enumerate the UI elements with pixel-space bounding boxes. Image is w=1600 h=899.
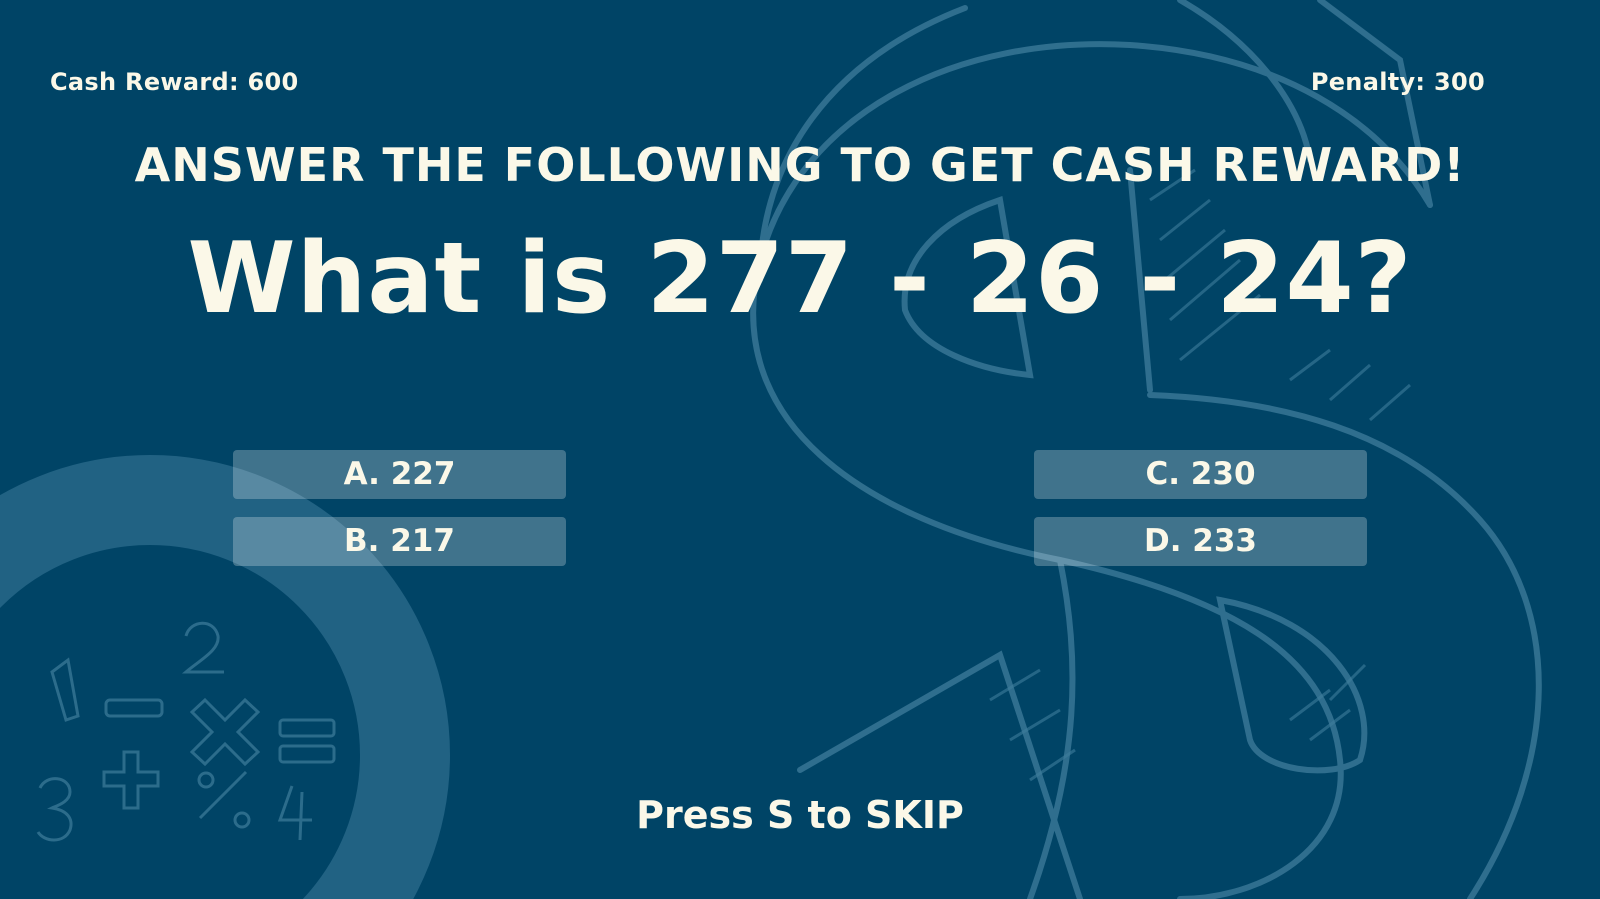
headline: ANSWER THE FOLLOWING TO GET CASH REWARD! bbox=[134, 138, 1466, 192]
answer-option-c[interactable]: C. 230 bbox=[1034, 450, 1367, 499]
ring-decoration bbox=[0, 455, 450, 899]
question-text: What is 277 - 26 - 24? bbox=[187, 222, 1413, 336]
answer-option-d[interactable]: D. 233 bbox=[1034, 517, 1367, 566]
cash-reward-counter: Cash Reward: 600 bbox=[50, 68, 299, 96]
dollar-sign-icon bbox=[750, 0, 1542, 899]
answer-option-a[interactable]: A. 227 bbox=[233, 450, 566, 499]
skip-hint: Press S to SKIP bbox=[636, 793, 964, 837]
answer-option-b[interactable]: B. 217 bbox=[233, 517, 566, 566]
math-symbols-icon bbox=[36, 621, 336, 842]
penalty-counter: Penalty: 300 bbox=[1310, 68, 1485, 96]
